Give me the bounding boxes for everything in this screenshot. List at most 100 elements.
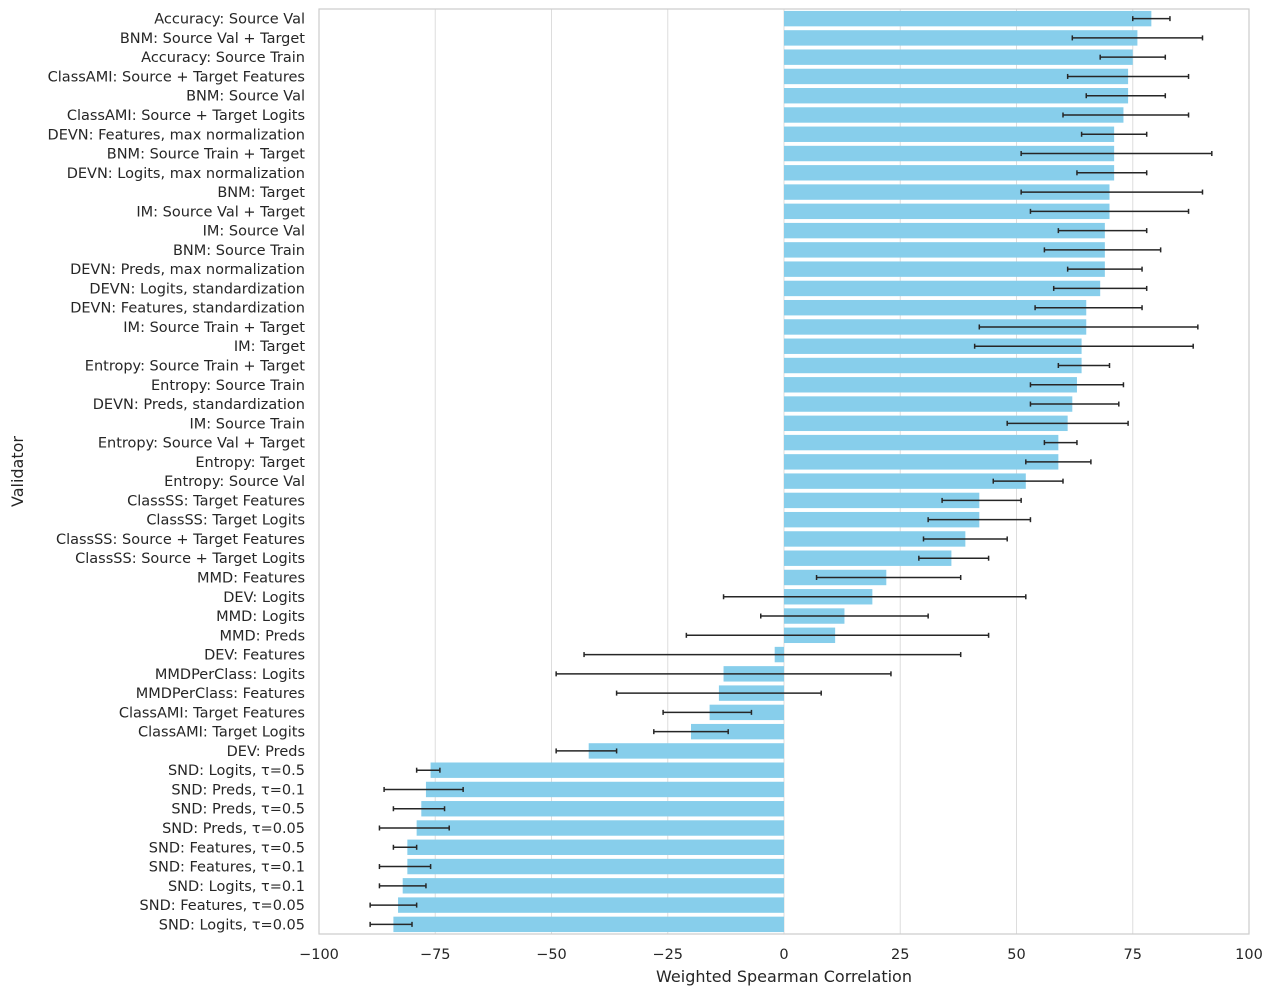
error-bar bbox=[1043, 440, 1078, 446]
category-label: IM: Source Train bbox=[190, 416, 305, 432]
bar bbox=[430, 762, 784, 778]
category-label: ClassSS: Source + Target Logits bbox=[75, 551, 305, 567]
category-label: ClassAMI: Source + Target Features bbox=[48, 69, 305, 85]
bar bbox=[421, 801, 784, 817]
category-label: Entropy: Source Val bbox=[164, 474, 305, 490]
x-tick-label: 75 bbox=[1124, 947, 1142, 963]
category-label: MMDPerClass: Logits bbox=[155, 667, 305, 683]
x-axis-title: Weighted Spearman Correlation bbox=[656, 967, 912, 986]
error-bar bbox=[1076, 170, 1148, 176]
category-label: DEVN: Features, standardization bbox=[70, 301, 305, 317]
category-label: SND: Features, τ=0.1 bbox=[149, 860, 305, 876]
category-label: Accuracy: Source Train bbox=[141, 50, 305, 66]
error-bar bbox=[1043, 247, 1162, 253]
x-tick-label: 25 bbox=[891, 947, 909, 963]
category-label: MMD: Features bbox=[197, 570, 305, 586]
category-label: IM: Source Val bbox=[203, 224, 305, 240]
category-label: Entropy: Source Train bbox=[151, 378, 305, 394]
error-bar bbox=[1025, 459, 1092, 465]
bar bbox=[784, 415, 1068, 432]
bar bbox=[784, 222, 1105, 239]
x-tick-label: 50 bbox=[1007, 947, 1025, 963]
error-bar bbox=[392, 806, 446, 812]
error-bar bbox=[973, 343, 1194, 349]
bar bbox=[784, 49, 1133, 65]
error-bar bbox=[1099, 54, 1167, 60]
plot-frame bbox=[318, 8, 1250, 935]
error-bar bbox=[722, 594, 1027, 600]
x-tick-label: −50 bbox=[536, 947, 567, 963]
error-bar bbox=[1057, 228, 1148, 234]
error-bar bbox=[1034, 305, 1143, 311]
bar bbox=[784, 299, 1087, 316]
bar bbox=[784, 377, 1077, 393]
category-label: ClassSS: Target Features bbox=[127, 493, 305, 509]
bar bbox=[784, 492, 980, 509]
error-bar bbox=[1132, 16, 1171, 22]
bar bbox=[784, 319, 1087, 335]
bar bbox=[784, 10, 1152, 27]
category-label: DEVN: Logits, standardization bbox=[89, 281, 305, 297]
bar bbox=[784, 30, 1138, 46]
bar bbox=[784, 126, 1115, 142]
category-label: DEVN: Preds, max normalization bbox=[70, 262, 305, 278]
category-label: ClassSS: Source + Target Features bbox=[56, 532, 305, 548]
category-label: SND: Logits, τ=0.1 bbox=[168, 879, 305, 895]
error-bar bbox=[1085, 93, 1167, 99]
x-tick-label: −100 bbox=[299, 947, 339, 963]
error-bar bbox=[685, 632, 990, 638]
error-bar bbox=[378, 883, 427, 889]
bar bbox=[784, 280, 1101, 297]
bar bbox=[784, 165, 1115, 181]
error-bar bbox=[1006, 420, 1129, 426]
category-label: ClassAMI: Target Features bbox=[119, 705, 305, 721]
error-bar bbox=[1029, 208, 1190, 214]
category-label: SND: Logits, τ=0.5 bbox=[168, 763, 305, 779]
error-bars bbox=[369, 16, 1213, 927]
category-label: BNM: Source Train bbox=[173, 243, 305, 259]
x-tick-label: −25 bbox=[652, 947, 683, 963]
category-label: SND: Logits, τ=0.05 bbox=[159, 917, 305, 933]
error-bar bbox=[1029, 401, 1120, 407]
error-bar bbox=[941, 497, 1022, 503]
bar bbox=[425, 781, 784, 798]
category-label: BNM: Source Val + Target bbox=[120, 31, 305, 47]
category-label: DEV: Features bbox=[204, 648, 305, 664]
bar bbox=[784, 550, 952, 566]
bar bbox=[784, 396, 1073, 412]
error-bar bbox=[378, 825, 450, 831]
bar bbox=[784, 184, 1110, 200]
error-bar bbox=[1029, 382, 1125, 388]
error-bar bbox=[760, 613, 929, 619]
bar bbox=[784, 107, 1124, 123]
error-bar bbox=[378, 864, 432, 870]
bar bbox=[784, 203, 1110, 220]
category-label: DEVN: Preds, standardization bbox=[93, 397, 305, 413]
bar bbox=[416, 820, 784, 836]
category-label: BNM: Target bbox=[217, 185, 305, 201]
error-bar bbox=[927, 517, 1032, 523]
error-bar bbox=[1066, 266, 1143, 272]
error-bar bbox=[555, 748, 618, 754]
category-label: SND: Features, τ=0.05 bbox=[140, 898, 305, 914]
bar bbox=[784, 434, 1059, 451]
category-label: SND: Features, τ=0.5 bbox=[149, 840, 305, 856]
error-bar bbox=[392, 844, 418, 850]
bar bbox=[784, 454, 1059, 470]
category-label: Entropy: Target bbox=[195, 455, 305, 471]
error-bar bbox=[1057, 363, 1111, 369]
x-tick-labels: −100 −75 −50 −25 0 25 50 75 100 bbox=[299, 947, 1263, 963]
x-tick-label: 0 bbox=[779, 947, 788, 963]
x-tick-label: −75 bbox=[420, 947, 451, 963]
error-bar bbox=[992, 478, 1064, 484]
bar bbox=[407, 839, 784, 855]
bar bbox=[784, 531, 966, 547]
error-bar bbox=[383, 786, 464, 792]
category-label: IM: Source Val + Target bbox=[136, 204, 305, 220]
category-label: ClassAMI: Source + Target Logits bbox=[67, 108, 305, 124]
category-label: DEV: Preds bbox=[227, 744, 305, 760]
bar bbox=[407, 858, 784, 875]
error-bar bbox=[415, 767, 441, 773]
bar bbox=[784, 68, 1129, 85]
